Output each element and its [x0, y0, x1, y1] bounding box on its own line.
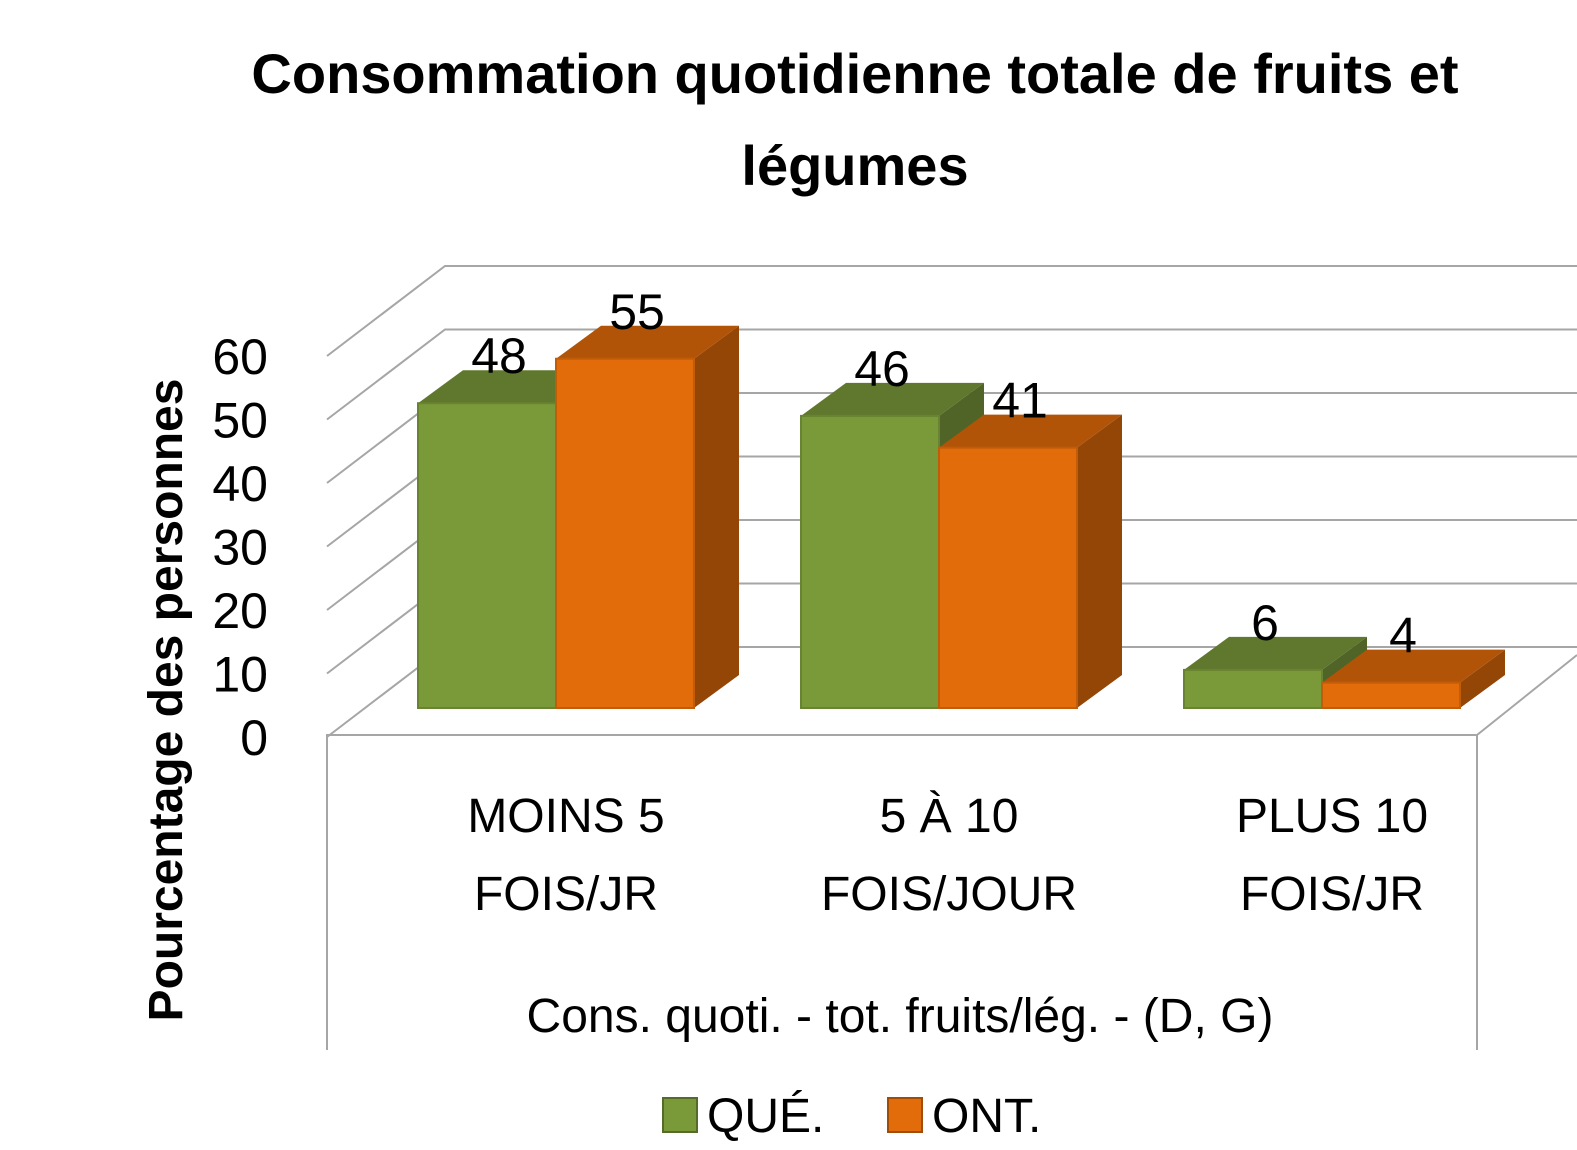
bar-top: [801, 382, 984, 416]
y-axis-title: Pourcentage des personnes: [140, 379, 193, 1022]
legend-label: ONT.: [932, 1090, 1041, 1143]
x-axis-title: Cons. quoti. - tot. fruits/lég. - (D, G): [527, 990, 1274, 1043]
grid-line: [326, 265, 1577, 357]
data-label: 46: [854, 341, 910, 397]
y-tick-label: 30: [212, 520, 268, 576]
data-label: 55: [609, 284, 665, 340]
bar-top: [939, 414, 1122, 448]
grid-line: [326, 328, 1577, 421]
data-label: 6: [1251, 595, 1279, 651]
floor-edge: [1476, 654, 1577, 736]
y-tick-label: 10: [212, 647, 268, 703]
y-tick-label: 0: [240, 710, 268, 766]
y-tick-label: 40: [212, 456, 268, 512]
data-label: 48: [471, 328, 527, 384]
floor: [326, 734, 1478, 1050]
legend-swatch: [662, 1097, 698, 1133]
x-tick-label: MOINS 5 FOIS/JR: [467, 790, 665, 921]
bar: [1321, 681, 1461, 709]
bar-side: [694, 325, 739, 708]
x-tick-label: 5 À 10 FOIS/JOUR: [820, 790, 1077, 921]
bar: [800, 414, 940, 709]
bar: [938, 446, 1078, 709]
bar-top: [1322, 649, 1505, 683]
bar: [555, 357, 695, 709]
chart-title: Consommation quotidienne totale de fruit…: [251, 42, 1459, 197]
bar-side: [1077, 414, 1122, 708]
data-label: 4: [1389, 608, 1417, 664]
data-label: 41: [992, 373, 1048, 429]
y-tick-label: 20: [212, 583, 268, 639]
bar-top: [1184, 636, 1367, 670]
bar: [1183, 668, 1323, 710]
bar-side: [1460, 649, 1505, 708]
legend-label: QUÉ.: [707, 1090, 824, 1143]
bar-top: [556, 325, 739, 359]
y-tick-label: 60: [212, 329, 268, 385]
legend-swatch: [887, 1097, 923, 1133]
x-tick-label: PLUS 10 FOIS/JR: [1235, 790, 1429, 921]
y-tick-label: 50: [212, 393, 268, 449]
bar: [417, 402, 557, 709]
